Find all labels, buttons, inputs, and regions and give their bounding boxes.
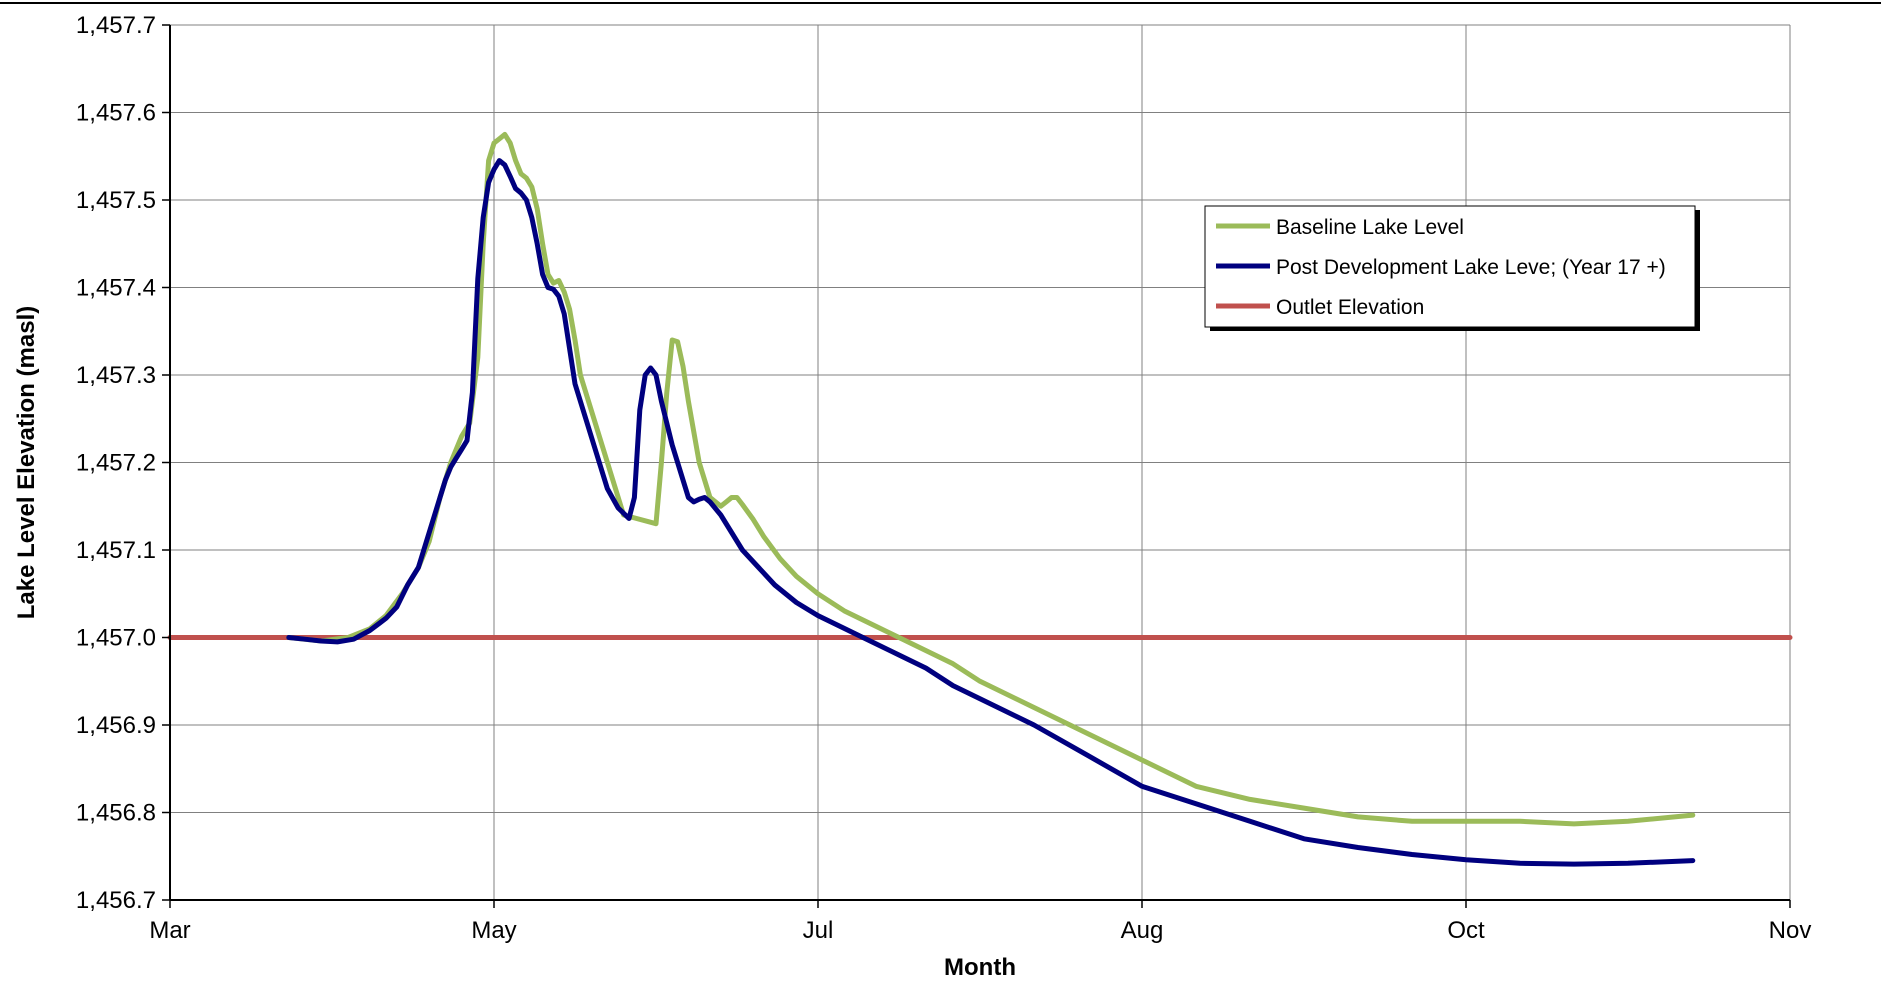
- y-tick-label: 1,457.6: [76, 100, 156, 127]
- y-tick-label: 1,457.5: [76, 187, 156, 214]
- y-tick-labels: 1,456.7 1,456.8 1,456.9 1,457.0 1,457.1 1,457…: [76, 12, 156, 914]
- y-tick-label: 1,457.7: [76, 12, 156, 39]
- y-tick-label: 1,457.3: [76, 362, 156, 389]
- series-line-1: [286, 158, 1696, 867]
- y-tick-label: 1,457.4: [76, 275, 156, 302]
- gridlines: [169, 24, 1791, 901]
- x-tick-label: Aug: [1121, 917, 1164, 944]
- y-axis-title: Lake Level Elevation (masl): [13, 306, 40, 619]
- legend: Baseline Lake Level Post Development Lak…: [1204, 205, 1700, 331]
- x-tick-labels: Mar May Jul Aug Oct Nov: [149, 917, 1811, 944]
- x-tick-label: May: [471, 917, 516, 944]
- axes: [162, 24, 1791, 908]
- y-tick-label: 1,457.1: [76, 537, 156, 564]
- y-tick-label: 1,457.0: [76, 625, 156, 652]
- x-axis-title: Month: [944, 954, 1016, 981]
- legend-box: [1204, 205, 1696, 328]
- legend-label-baseline: Baseline Lake Level: [1276, 216, 1464, 239]
- x-tick-label: Oct: [1447, 917, 1485, 944]
- legend-label-outlet: Outlet Elevation: [1276, 296, 1424, 319]
- x-tick-label: Nov: [1769, 917, 1812, 944]
- series-line-0: [286, 131, 1696, 827]
- series-lines: [167, 131, 1793, 867]
- y-tick-label: 1,456.9: [76, 712, 156, 739]
- x-tick-label: Mar: [149, 917, 190, 944]
- y-tick-label: 1,457.2: [76, 450, 156, 477]
- y-tick-label: 1,456.8: [76, 800, 156, 827]
- y-tick-label: 1,456.7: [76, 887, 156, 914]
- legend-label-post-development: Post Development Lake Leve; (Year 17 +): [1276, 256, 1666, 279]
- x-tick-label: Jul: [803, 917, 834, 944]
